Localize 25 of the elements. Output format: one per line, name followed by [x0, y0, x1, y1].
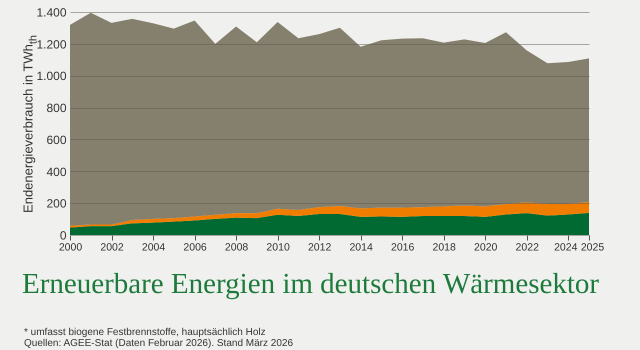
y-tick-label: 400	[46, 164, 67, 179]
x-tick-label: 2008	[224, 242, 248, 254]
source-note: Quellen: AGEE-Stat (Daten Februar 2026). Stand März 2026	[24, 338, 294, 349]
y-tick-label: 1.000	[36, 69, 67, 84]
x-tick-label: 2000	[58, 242, 82, 254]
x-tick-label: 2014	[349, 242, 373, 254]
x-tick-label: 2024	[554, 242, 578, 254]
x-tick-label: 2012	[308, 242, 332, 254]
y-tick-label: 1.200	[36, 37, 67, 52]
y-tick-label: 200	[46, 196, 67, 211]
y-tick-label: 600	[46, 132, 67, 147]
x-tick-label: 2022	[516, 242, 540, 254]
x-tick-label: 2025	[580, 242, 604, 254]
text: Erneuerbare Energien im deutschen Wärmesektor	[22, 268, 600, 301]
x-tick-label: 2016	[390, 242, 414, 254]
y-tick-label: 0	[60, 228, 67, 242]
x-tick-label: 2010	[266, 242, 290, 254]
x-tick-label: 2020	[474, 242, 498, 254]
x-tick-label: 2006	[183, 242, 207, 254]
x-tick-label: 2004	[142, 242, 166, 254]
x-tick-label: 2002	[100, 242, 124, 254]
text: * umfasst biogene Festbrennstoffe, hauptsächlich Holz	[24, 327, 267, 338]
y-tick-label: 1.400	[36, 6, 67, 20]
x-tick-label: 2018	[432, 242, 456, 254]
y-tick-label: 800	[46, 101, 67, 116]
